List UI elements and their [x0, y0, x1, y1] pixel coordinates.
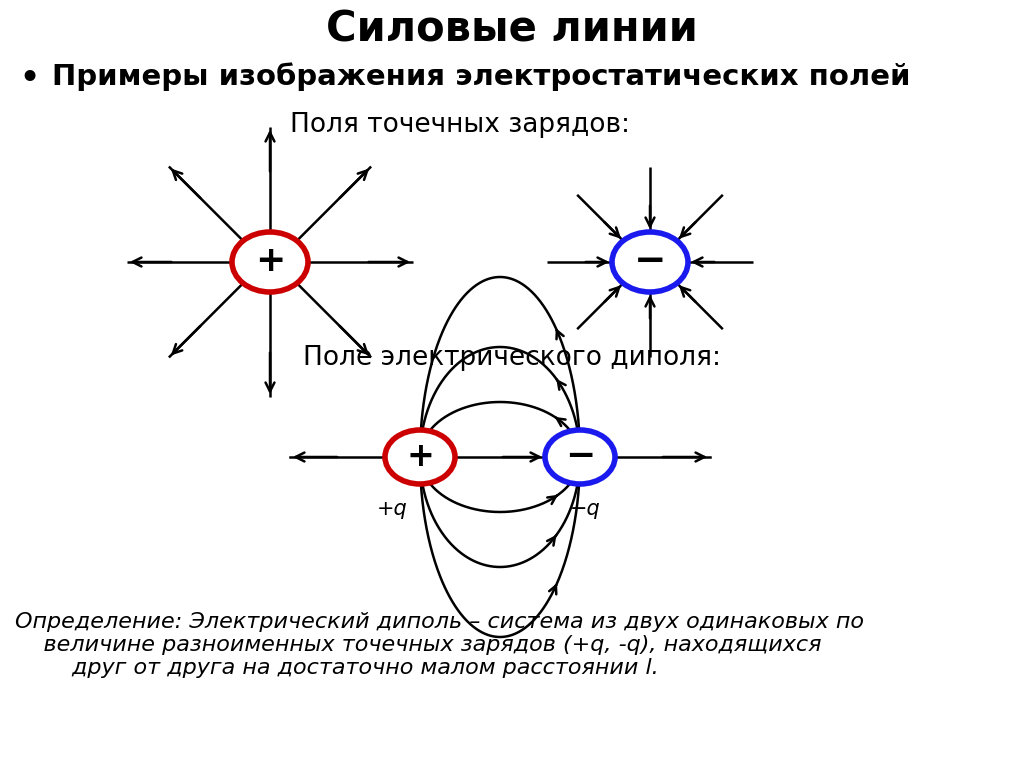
- Text: +: +: [255, 244, 286, 278]
- Text: Определение: Электрический диполь – система из двух одинаковых по
    величине р: Определение: Электрический диполь – сист…: [15, 612, 864, 678]
- Text: Поле электрического диполя:: Поле электрического диполя:: [303, 345, 721, 371]
- Text: Примеры изображения электростатических полей: Примеры изображения электростатических п…: [52, 62, 910, 91]
- Text: Поля точечных зарядов:: Поля точечных зарядов:: [290, 112, 630, 138]
- Ellipse shape: [232, 232, 308, 292]
- Ellipse shape: [612, 232, 688, 292]
- Text: +: +: [407, 439, 434, 472]
- Text: +q: +q: [377, 499, 408, 519]
- Ellipse shape: [385, 430, 455, 484]
- Text: Силовые линии: Силовые линии: [326, 9, 698, 51]
- Text: −q: −q: [569, 499, 600, 519]
- Text: •: •: [18, 62, 40, 98]
- Text: −: −: [565, 439, 595, 473]
- Ellipse shape: [545, 430, 615, 484]
- Text: −: −: [634, 242, 667, 280]
